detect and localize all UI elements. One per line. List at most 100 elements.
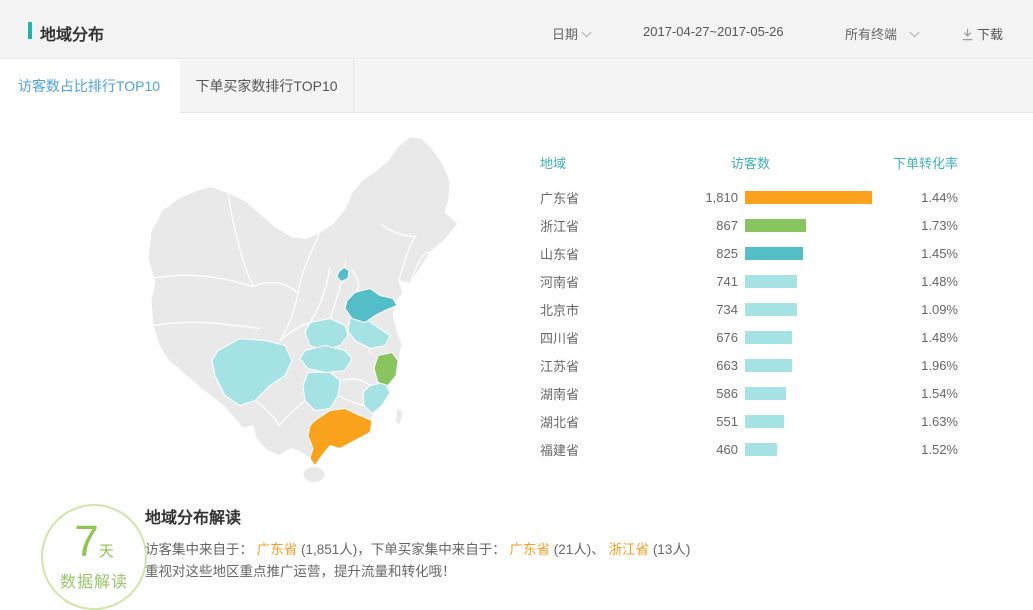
region-name: 福建省 — [540, 442, 580, 458]
visitor-count: 551 — [716, 413, 738, 429]
region-name: 浙江省 — [540, 218, 580, 234]
insight-text-fragment: 访客集中来自于： — [145, 542, 257, 557]
title-accent-bar — [28, 22, 32, 39]
visitor-count: 825 — [716, 245, 738, 261]
date-range-display[interactable]: 2017-04-27~2017-05-26 — [643, 24, 784, 39]
visitor-bar — [745, 274, 797, 288]
conversion-rate: 1.54% — [921, 385, 958, 401]
column-header-visitors: 访客数 — [730, 155, 770, 171]
map-region-shandong[interactable] — [344, 288, 398, 323]
chevron-down-icon — [909, 27, 920, 38]
region-name: 广东省 — [540, 190, 580, 206]
visitor-bar — [745, 442, 777, 456]
visitor-count: 1,810 — [705, 189, 738, 205]
insight-region-link[interactable]: 广东省 — [509, 542, 551, 557]
terminal-dropdown-label: 所有终端 — [845, 27, 898, 42]
date-dropdown[interactable]: 日期 — [552, 24, 592, 43]
region-name: 江苏省 — [540, 358, 580, 374]
visitor-count: 734 — [716, 301, 738, 317]
insight-region-link[interactable]: 广东省 — [256, 542, 298, 557]
tab-buyer-ranking[interactable]: 下单买家数排行TOP10 — [178, 60, 354, 113]
visitor-bar — [745, 218, 806, 232]
visitor-bar-track — [745, 442, 879, 456]
insight-text-fragment: (13人) — [649, 542, 691, 557]
badge-caption: 数据解读 — [59, 574, 128, 591]
table-row[interactable]: 四川省 676 1.48% — [540, 323, 958, 351]
map-region-zhejiang[interactable] — [373, 352, 399, 386]
table-rows: 广东省 1,810 1.44% 浙江省 867 1.73% 山东省 825 1.… — [540, 183, 958, 463]
visitor-count: 867 — [716, 217, 738, 233]
visitor-count: 741 — [716, 273, 738, 289]
visitor-bar — [745, 358, 792, 372]
badge-unit: 天 — [98, 543, 114, 560]
visitor-bar — [745, 330, 792, 344]
map-region-beijing[interactable] — [336, 267, 350, 282]
map-region-hubei[interactable] — [299, 345, 353, 373]
top-header-bar: 地域分布 日期 2017-04-27~2017-05-26 所有终端 下载 — [0, 0, 1033, 59]
insight-region-link[interactable]: 浙江省 — [608, 542, 650, 557]
tab-bar: 访客数占比排行TOP10 下单买家数排行TOP10 — [0, 60, 1033, 114]
visitor-count: 586 — [716, 385, 738, 401]
table-row[interactable]: 浙江省 867 1.73% — [540, 211, 958, 239]
visitor-bar — [745, 190, 872, 204]
region-name: 山东省 — [540, 246, 580, 262]
conversion-rate: 1.48% — [921, 329, 958, 345]
map-region-hunan[interactable] — [302, 372, 341, 411]
table-row[interactable]: 湖北省 551 1.63% — [540, 407, 958, 435]
terminal-dropdown[interactable]: 所有终端 — [845, 24, 920, 43]
insight-text-fragment: (1,851人)，下单买家集中来自于： — [297, 542, 510, 557]
conversion-rate: 1.52% — [921, 441, 958, 457]
region-ranking-table: 地域 访客数 下单转化率 广东省 1,810 1.44% 浙江省 867 1.7… — [540, 152, 958, 463]
date-dropdown-label: 日期 — [552, 27, 579, 42]
download-button[interactable]: 下载 — [961, 24, 1003, 43]
visitor-bar-track — [745, 246, 879, 260]
conversion-rate: 1.48% — [921, 273, 958, 289]
map-region-taiwan[interactable] — [394, 407, 404, 426]
map-region-jiangsu[interactable] — [347, 318, 391, 349]
map-region-sichuan[interactable] — [211, 338, 293, 406]
map-region-hainan[interactable] — [302, 466, 326, 483]
visitor-count: 663 — [716, 357, 738, 373]
visitor-bar-track — [745, 190, 879, 204]
insight-line1: 访客集中来自于： 广东省 (1,851人)，下单买家集中来自于： 广东省 (21… — [145, 539, 885, 561]
table-row[interactable]: 山东省 825 1.45% — [540, 239, 958, 267]
insight-section: 地域分布解读 访客集中来自于： 广东省 (1,851人)，下单买家集中来自于： … — [145, 504, 885, 583]
visitor-bar-track — [745, 386, 879, 400]
map-region-henan[interactable] — [304, 318, 349, 351]
page-title: 地域分布 — [40, 27, 105, 44]
insight-text-fragment: (21人)、 — [550, 542, 609, 557]
visitor-bar-track — [745, 330, 879, 344]
column-header-region: 地域 — [540, 155, 567, 171]
region-name: 北京市 — [540, 302, 580, 318]
table-row[interactable]: 湖南省 586 1.54% — [540, 379, 958, 407]
seven-day-badge: 7天 数据解读 — [41, 504, 147, 610]
visitor-count: 460 — [716, 441, 738, 457]
column-header-rate: 下单转化率 — [892, 155, 958, 171]
tab-visitor-ranking[interactable]: 访客数占比排行TOP10 — [0, 60, 178, 114]
visitor-bar — [745, 302, 797, 316]
region-name: 湖南省 — [540, 386, 580, 402]
visitor-bar-track — [745, 414, 879, 428]
visitor-bar-track — [745, 274, 879, 288]
table-row[interactable]: 河南省 741 1.48% — [540, 267, 958, 295]
conversion-rate: 1.44% — [921, 189, 958, 205]
table-row[interactable]: 江苏省 663 1.96% — [540, 351, 958, 379]
map-base-landmass — [148, 136, 459, 467]
region-name: 河南省 — [540, 274, 580, 290]
visitor-bar-track — [745, 218, 879, 232]
badge-number: 7 — [74, 517, 99, 566]
table-row[interactable]: 广东省 1,810 1.44% — [540, 183, 958, 211]
insight-line2: 重视对这些地区重点推广运营，提升流量和转化哦！ — [145, 564, 456, 579]
map-region-guangdong[interactable] — [307, 408, 373, 466]
conversion-rate: 1.63% — [921, 413, 958, 429]
table-row[interactable]: 北京市 734 1.09% — [540, 295, 958, 323]
download-label: 下载 — [977, 27, 1004, 42]
visitor-bar — [745, 414, 784, 428]
download-icon — [962, 28, 973, 41]
table-row[interactable]: 福建省 460 1.52% — [540, 435, 958, 463]
conversion-rate: 1.45% — [921, 245, 958, 261]
region-name: 四川省 — [540, 330, 580, 346]
visitor-bar-track — [745, 358, 879, 372]
visitor-count: 676 — [716, 329, 738, 345]
conversion-rate: 1.96% — [921, 357, 958, 373]
